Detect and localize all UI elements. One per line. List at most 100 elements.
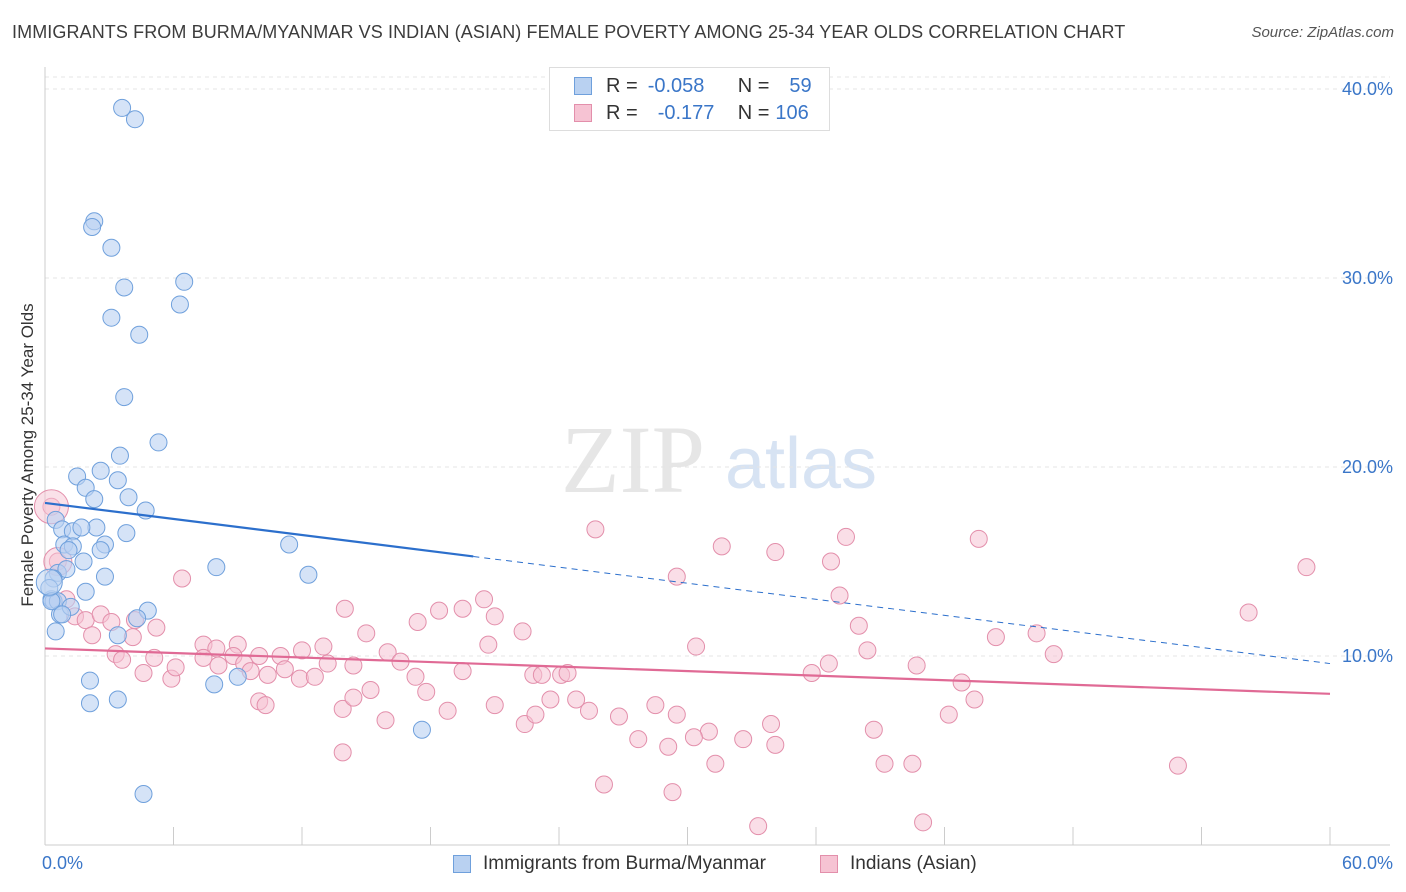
legend-n-value-burma: 59 [789,74,812,97]
legend-row-burma: R = -0.058 N = 59 [574,74,812,98]
indians-point-89 [802,664,821,683]
legend-r-label: R = [606,74,638,97]
indians-point-8 [147,618,166,637]
burma-trend-line [44,501,474,558]
indians-point-34 [166,658,185,677]
indians-point-40 [258,665,277,684]
burma-point-3 [83,217,102,236]
indians-point-24 [453,599,472,618]
indians-point-60 [438,701,457,720]
burma-point-35 [299,565,318,584]
burma-point-53 [80,694,99,713]
bottom-legend-label-burma: Immigrants from Burma/Myanmar [483,853,766,874]
indians-point-90 [819,654,838,673]
y-tick-labels: 10.0% 20.0% 30.0% 40.0% [1342,79,1393,666]
y-tick-label-3: 40.0% [1342,79,1393,99]
burma-point-51 [228,667,247,686]
burma-point-8 [102,308,121,327]
indians-point-96 [1027,624,1046,643]
indians-point-61 [485,696,504,715]
indians-point-95 [986,628,1005,647]
indians-point-56 [333,699,352,718]
indians-point-75 [684,728,703,747]
indians-point-64 [541,690,560,709]
indians-point-77 [734,730,753,749]
burma-point-16 [108,471,127,490]
indians-point-106 [836,527,855,546]
indians-point-97 [1044,645,1063,664]
indians-point-43 [305,667,324,686]
indians-point-65 [567,690,586,709]
indians-point-68 [629,730,648,749]
indians-point-105 [766,543,785,562]
burma-point-45 [53,605,72,624]
indians-point-107 [821,552,840,571]
burma-point-7 [170,295,189,314]
indians-point-72 [766,735,785,754]
legend-swatch-indians [574,104,592,122]
burma-point-24 [72,518,91,537]
indians-point-63 [526,705,545,724]
burma-point-29 [59,541,78,560]
indians-point-94 [907,656,926,675]
indians-point-31 [134,664,153,683]
indians-point-57 [344,688,363,707]
burma-point-33 [207,558,226,577]
indians-point-51 [532,665,551,684]
indians-point-82 [875,754,894,773]
burma-point-9 [130,325,149,344]
burma-point-55 [412,720,431,739]
indians-point-67 [609,707,628,726]
burma-point-large-0 [35,568,63,596]
burma-point-39 [76,582,95,601]
burma-point-4 [102,238,121,257]
y-tick-label-1: 20.0% [1342,457,1393,477]
indians-point-49 [453,662,472,681]
indians-point-25 [475,590,494,609]
legend-swatch-burma [574,77,592,95]
burma-point-30 [91,541,110,560]
legend-n-value-indians: 106 [775,101,809,124]
burma-point-52 [205,675,224,694]
indians-point-81 [864,720,883,739]
indians-point-78 [333,743,352,762]
legend-r-value-indians: -0.177 [657,101,715,124]
indians-point-42 [290,669,309,688]
burma-point-23 [87,518,106,537]
trend-lines [44,501,1331,695]
y-tick-label-0: 10.0% [1342,646,1393,666]
legend-n-label: N = [737,74,770,97]
bottom-legend-burma: Immigrants from Burma/Myanmar [453,852,766,876]
bottom-legend-swatch-indians [820,855,838,873]
indians-point-36 [209,656,228,675]
burma-point-50 [80,671,99,690]
axes [44,67,1390,846]
indians-point-66 [579,701,598,720]
indians-point-85 [749,817,768,836]
indians-point-73 [762,715,781,734]
watermark: ZIP atlas [561,406,877,513]
indians-point-86 [939,705,958,724]
indians-point-46 [361,681,380,700]
indians-point-26 [485,607,504,626]
indians-point-11 [173,569,192,588]
indians-point-74 [699,722,718,741]
burma-point-18 [85,490,104,509]
y-tick-label-2: 30.0% [1342,268,1393,288]
indians-point-20 [357,624,376,643]
burma-point-37 [95,567,114,586]
burma-point-17 [119,488,138,507]
indians-point-71 [659,737,678,756]
burma-point-49 [108,626,127,645]
indians-point-104 [712,537,731,556]
grid [45,76,1390,657]
burma-point-48 [46,622,65,641]
burma-point-5 [175,272,194,291]
indians-point-99 [1239,603,1258,622]
indians-point-108 [969,529,988,548]
indians-trend-line [44,647,1331,695]
indians-point-28 [479,635,498,654]
indians-point-17 [293,641,311,660]
indians-point-10 [123,628,142,647]
